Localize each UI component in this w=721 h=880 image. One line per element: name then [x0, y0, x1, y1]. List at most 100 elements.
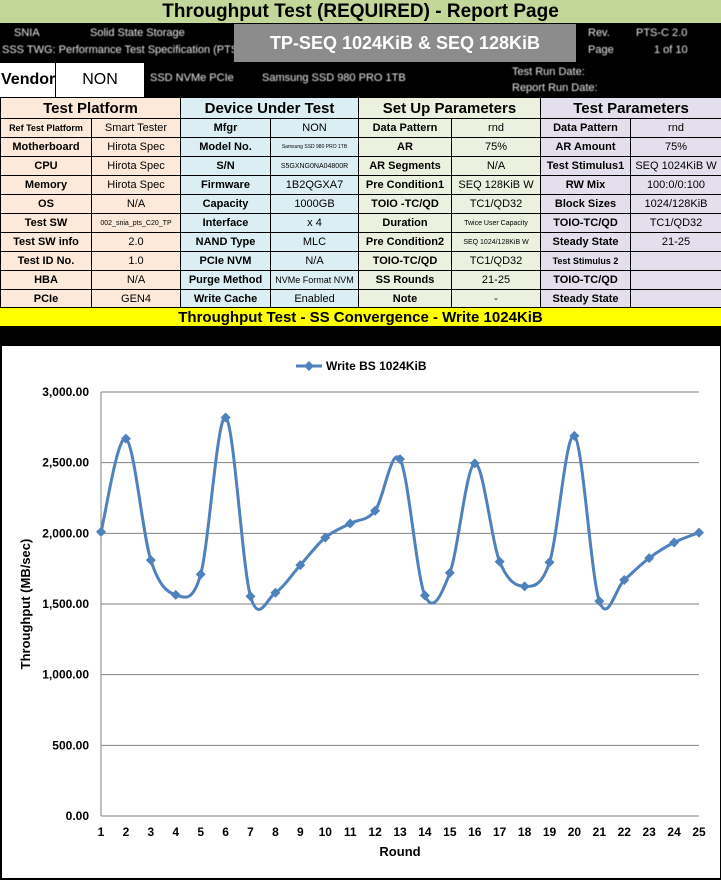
- setup-label: TOIO -TC/QD: [358, 194, 452, 214]
- test-param-label: AR Amount: [540, 137, 631, 157]
- x-tick-label: 22: [618, 825, 632, 839]
- param-row: Motherboard Hirota Spec Model No. Samsung S…: [0, 137, 721, 157]
- data-point: [644, 553, 655, 564]
- platform-value: Smart Tester: [91, 118, 181, 138]
- header-mid-2: Samsung SSD 980 PRO 1TB: [262, 72, 406, 84]
- platform-value: Hirota Spec: [91, 175, 181, 195]
- x-tick-label: 25: [692, 825, 706, 839]
- setup-label: Duration: [358, 213, 452, 233]
- data-point: [270, 587, 281, 598]
- x-tick-label: 14: [418, 825, 432, 839]
- setup-label: Data Pattern: [358, 118, 452, 138]
- dut-value: NON: [270, 118, 359, 138]
- header-left-top-2: Solid State Storage: [90, 27, 185, 39]
- setup-value: Twice User Capacity: [451, 213, 541, 233]
- test-param-value: [630, 251, 721, 271]
- data-point: [569, 430, 580, 441]
- data-point: [195, 569, 206, 580]
- data-point: [594, 596, 605, 607]
- param-row: Ref Test Platform Smart Tester Mfgr NON Data…: [0, 118, 721, 138]
- x-tick-label: 9: [297, 825, 304, 839]
- data-point: [345, 518, 356, 529]
- platform-label: Memory: [0, 175, 92, 195]
- x-tick-label: 11: [344, 825, 357, 839]
- setup-value: SEQ 128KiB W: [451, 175, 541, 195]
- x-tick-label: 13: [393, 825, 407, 839]
- x-tick-label: 19: [543, 825, 557, 839]
- setup-value: 21-25: [451, 270, 541, 290]
- header-right-bottom-2: 1 of 10: [654, 44, 688, 56]
- x-axis-title: Round: [379, 844, 420, 859]
- data-point: [295, 560, 306, 571]
- data-point: [370, 505, 381, 516]
- param-row: HBA N/A Purge Method NVMe Format NVM SS Roun…: [0, 270, 721, 290]
- dut-value: x 4: [270, 213, 359, 233]
- x-tick-label: 24: [667, 825, 681, 839]
- data-point: [170, 589, 181, 600]
- dut-value: Samsung SSD 980 PRO 1TB: [270, 137, 359, 157]
- platform-label: Test ID No.: [0, 251, 92, 271]
- test-param-label: Steady State: [540, 232, 631, 252]
- platform-label: HBA: [0, 270, 92, 290]
- test-param-value: TC1/QD32: [630, 213, 721, 233]
- dut-value: Enabled: [270, 289, 359, 309]
- test-param-label: Test Stimulus1: [540, 156, 631, 176]
- dut-value: 1B2QGXA7: [270, 175, 359, 195]
- x-tick-label: 8: [272, 825, 279, 839]
- setup-value: TC1/QD32: [451, 194, 541, 214]
- platform-label: Test SW: [0, 213, 92, 233]
- x-tick-label: 23: [642, 825, 656, 839]
- test-param-value: rnd: [630, 118, 721, 138]
- y-tick-label: 2,000.00: [42, 526, 89, 540]
- header-left-top-1: SNIA: [14, 27, 40, 39]
- throughput-chart: 0.00 500.00 1,000.00 1,500.00 2,000.00 2,500.…: [18, 359, 706, 859]
- param-row: Test ID No. 1.0 PCIe NVM N/A TOIO-TC/QD TC1/Q…: [0, 251, 721, 271]
- x-tick-label: 4: [172, 825, 179, 839]
- convergence-title: Throughput Test - SS Convergence - Write…: [0, 307, 721, 327]
- platform-value: N/A: [91, 194, 181, 214]
- legend-marker: [304, 361, 314, 371]
- test-param-label: Data Pattern: [540, 118, 631, 138]
- y-tick-label: 1,500.00: [42, 597, 89, 611]
- dut-label: Mfgr: [180, 118, 271, 138]
- platform-label: Ref Test Platform: [0, 118, 92, 138]
- x-tick-label: 1: [98, 825, 105, 839]
- data-point: [220, 412, 231, 423]
- data-point: [419, 590, 430, 601]
- platform-label: CPU: [0, 156, 92, 176]
- x-tick-label: 12: [368, 825, 382, 839]
- data-point: [619, 574, 630, 585]
- platform-value: 1.0: [91, 251, 181, 271]
- platform-label: Motherboard: [0, 137, 92, 157]
- test-param-value: SEQ 1024KiB W: [630, 156, 721, 176]
- platform-value: N/A: [91, 270, 181, 290]
- test-param-value: [630, 289, 721, 309]
- param-row: Memory Hirota Spec Firmware 1B2QGXA7 Pre Con…: [0, 175, 721, 195]
- test-param-value: 75%: [630, 137, 721, 157]
- dut-value: N/A: [270, 251, 359, 271]
- setup-label: Note: [358, 289, 452, 309]
- x-tick-label: 20: [568, 825, 582, 839]
- setup-label: AR Segments: [358, 156, 452, 176]
- setup-value: 75%: [451, 137, 541, 157]
- dut-label: PCIe NVM: [180, 251, 271, 271]
- y-tick-label: 1,000.00: [42, 668, 89, 682]
- data-point: [494, 556, 505, 567]
- test-param-label: TOIO-TC/QD: [540, 213, 631, 233]
- y-tick-label: 500.00: [52, 738, 89, 752]
- legend-label: Write BS 1024KiB: [326, 359, 427, 373]
- setup-value: -: [451, 289, 541, 309]
- section-setup-parameters: Set Up Parameters: [358, 97, 541, 119]
- test-param-label: RW Mix: [540, 175, 631, 195]
- data-point: [444, 567, 455, 578]
- vendor-label: Vendor:: [0, 63, 61, 97]
- test-param-value: 100:0/0:100: [630, 175, 721, 195]
- param-row: PCIe GEN4 Write Cache Enabled Note - Steady St…: [0, 289, 721, 309]
- data-point: [320, 532, 331, 543]
- chart-area: 0.00 500.00 1,000.00 1,500.00 2,000.00 2,500.…: [2, 346, 720, 878]
- section-test-parameters: Test Parameters: [540, 97, 721, 119]
- test-param-label: Test Stimulus 2: [540, 251, 631, 271]
- y-tick-label: 2,500.00: [42, 456, 89, 470]
- x-tick-label: 16: [468, 825, 482, 839]
- setup-label: Pre Condition2: [358, 232, 452, 252]
